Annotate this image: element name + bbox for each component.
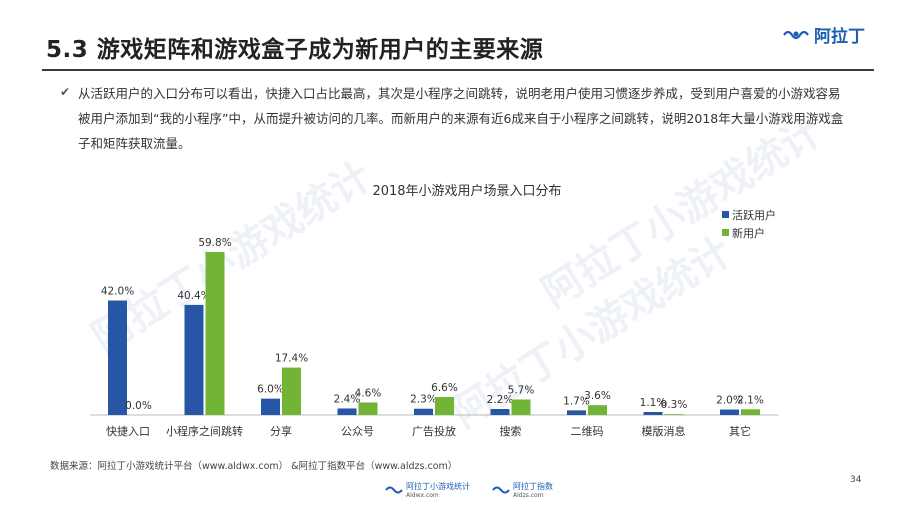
- aladdin-logo: 阿拉丁: [782, 22, 865, 47]
- bar-new: [358, 402, 378, 415]
- logo-text: 阿拉丁: [814, 27, 865, 47]
- aladdin-lamp-icon: [783, 30, 809, 39]
- data-label: 6.6%: [431, 382, 458, 394]
- data-label: 42.0%: [101, 286, 134, 298]
- data-label: 1.1%: [640, 397, 667, 409]
- data-label: 0.3%: [661, 399, 688, 411]
- chart-title: 2018年小游戏用户场景入口分布: [372, 183, 561, 199]
- data-label: 17.4%: [275, 353, 308, 365]
- data-label: 6.0%: [257, 384, 284, 396]
- data-label: 1.7%: [563, 395, 590, 407]
- bar-active: [184, 304, 204, 415]
- page-number: 34: [850, 475, 862, 485]
- bar-active: [108, 300, 127, 415]
- aladdin-lamp-icon: [385, 486, 403, 494]
- bar-new: [282, 367, 301, 415]
- data-label: 59.8%: [198, 237, 231, 249]
- data-label: 2.1%: [737, 394, 764, 406]
- aladdin-lamp-icon: [492, 486, 510, 494]
- data-label: 4.6%: [355, 387, 382, 399]
- title-divider: [42, 69, 874, 71]
- footer-logo-wx: 阿拉丁小游戏统计 Aldwx.com: [385, 481, 470, 499]
- bar-active: [414, 408, 433, 415]
- legend-label: 活跃用户: [732, 208, 776, 222]
- legend-swatch: [722, 229, 729, 236]
- category-label: 搜索: [500, 424, 522, 438]
- data-label: 2.0%: [716, 395, 743, 407]
- bar-new: [511, 399, 531, 415]
- data-label: 0.0%: [125, 400, 152, 412]
- footer-logo-wx-sub: Aldwx.com: [406, 492, 439, 499]
- data-label: 2.4%: [334, 393, 361, 405]
- footer-logo-zs-sub: Aldzs.com: [513, 492, 544, 499]
- bar-new: [741, 409, 760, 415]
- bar-active: [261, 398, 280, 415]
- data-source: 数据来源：阿拉丁小游戏统计平台（www.aldwx.com） &阿拉丁指数平台（…: [50, 461, 458, 472]
- data-label: 40.4%: [177, 290, 210, 302]
- category-label: 广告投放: [412, 424, 456, 438]
- bar-new: [435, 397, 454, 415]
- legend-swatch: [722, 211, 729, 218]
- bar-active: [567, 410, 586, 415]
- category-label: 二维码: [571, 425, 604, 438]
- category-label: 公众号: [341, 425, 374, 438]
- bar-active: [643, 412, 663, 415]
- footer-logo-zs: 阿拉丁指数 Aldzs.com: [492, 481, 553, 499]
- category-label: 分享: [270, 424, 292, 438]
- summary-text: 从活跃用户的入口分布可以看出，快捷入口占比最高，其次是小程序之间跳转，说明老用户…: [78, 86, 844, 151]
- category-label: 其它: [729, 424, 751, 438]
- data-label: 3.6%: [584, 390, 611, 402]
- bar-active: [720, 409, 739, 415]
- data-label: 5.7%: [508, 384, 535, 396]
- legend-label: 新用户: [732, 226, 765, 240]
- footer-logos: 阿拉丁小游戏统计 Aldwx.com 阿拉丁指数 Aldzs.com: [385, 481, 553, 499]
- data-label: 2.3%: [410, 394, 437, 406]
- page-title: 5.3 游戏矩阵和游戏盒子成为新用户的主要来源: [46, 37, 544, 63]
- category-label: 小程序之间跳转: [166, 424, 243, 438]
- bar-new: [588, 405, 607, 415]
- bar-new: [664, 414, 684, 415]
- bar-new: [205, 252, 225, 415]
- category-label: 模版消息: [642, 424, 686, 438]
- footer-logo-wx-text: 阿拉丁小游戏统计: [406, 482, 470, 491]
- footer-logo-zs-text: 阿拉丁指数: [513, 482, 553, 491]
- bar-active: [337, 408, 357, 415]
- category-label: 快捷入口: [106, 424, 150, 438]
- bar-active: [490, 409, 510, 415]
- data-label: 2.2%: [487, 394, 514, 406]
- check-icon: ✔: [60, 85, 71, 99]
